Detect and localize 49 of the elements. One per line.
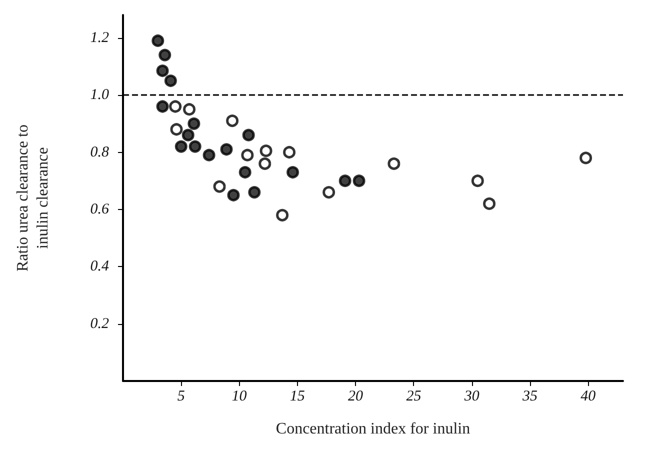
point [471, 174, 484, 188]
x-tick-label: 40 [580, 388, 596, 404]
point [352, 174, 366, 188]
point [248, 186, 261, 199]
point [156, 100, 169, 113]
point [152, 34, 164, 47]
point [188, 140, 202, 153]
point [338, 174, 352, 188]
x-tick-label: 25 [406, 388, 422, 404]
point [258, 157, 272, 170]
y-axis-title: Ratio urea clearance to inulin clearance [14, 124, 52, 272]
point [238, 166, 252, 179]
x-tick-label: 10 [232, 388, 248, 404]
y-tick-label: 0.4 [90, 258, 110, 275]
y-tick-label: 1.2 [90, 30, 110, 46]
x-tick-label: 15 [290, 388, 306, 404]
x-tick-label: 35 [521, 388, 538, 404]
point [286, 166, 300, 179]
point [183, 103, 196, 116]
point [260, 144, 272, 158]
y-tick-label: 1.0 [90, 87, 110, 104]
point [388, 157, 400, 170]
point [169, 100, 182, 113]
point [164, 74, 177, 88]
x-tick-label: 30 [463, 388, 480, 404]
point [283, 146, 296, 158]
point [188, 117, 200, 130]
point [158, 48, 172, 62]
point [580, 152, 592, 164]
point [241, 148, 254, 162]
point [202, 148, 216, 162]
point [156, 64, 169, 78]
point [242, 128, 255, 142]
point [182, 128, 194, 142]
y-tick-label: 0.8 [90, 144, 110, 160]
point [226, 114, 239, 128]
point [174, 140, 188, 153]
point [227, 188, 240, 202]
point [276, 208, 289, 222]
y-tick-label: 0.6 [90, 201, 110, 218]
point [322, 186, 336, 199]
point [170, 123, 183, 136]
x-axis-title: Concentration index for inulin [276, 420, 470, 438]
point [220, 143, 233, 156]
y-tick-label: 0.2 [90, 316, 110, 332]
x-tick-label: 5 [177, 388, 186, 404]
point [213, 180, 226, 193]
point [483, 197, 496, 210]
x-tick-label: 20 [348, 388, 364, 404]
